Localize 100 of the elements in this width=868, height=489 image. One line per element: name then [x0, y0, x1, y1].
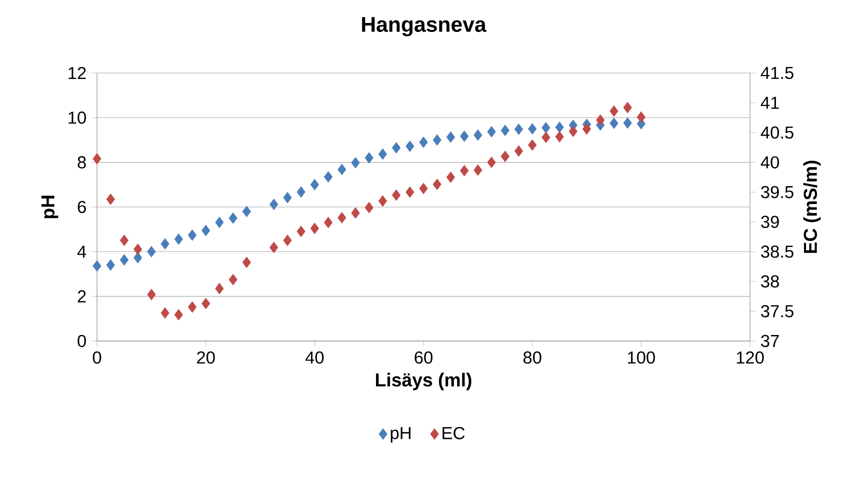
point	[528, 139, 537, 151]
point	[174, 309, 183, 320]
point	[474, 164, 482, 176]
y-tick-label: 12	[68, 66, 86, 80]
legend-label: pH	[390, 427, 410, 443]
point	[474, 129, 482, 141]
point	[283, 234, 292, 246]
point	[270, 198, 278, 210]
point	[228, 274, 238, 286]
point	[242, 256, 251, 268]
point	[188, 230, 197, 241]
point	[460, 165, 469, 176]
point	[351, 207, 360, 219]
point	[324, 171, 333, 182]
point	[446, 172, 455, 183]
point	[296, 186, 306, 198]
point	[392, 142, 401, 154]
point	[432, 134, 442, 146]
point	[147, 246, 156, 258]
legend-label: EC	[442, 426, 465, 440]
point	[338, 212, 346, 224]
point	[500, 150, 510, 162]
y2-tick-label: 37.5	[761, 305, 794, 318]
chart-title: Hangasneva	[362, 17, 486, 36]
x-tick-label: 20	[197, 351, 215, 364]
y2-tick-label: 41	[760, 96, 779, 109]
y-tick-label: 0	[78, 334, 86, 348]
y2-tick-label: 38.5	[761, 246, 794, 258]
point	[378, 148, 387, 160]
point	[378, 195, 387, 207]
point	[460, 130, 469, 142]
point	[432, 178, 442, 190]
point	[406, 186, 414, 198]
x-tick-label: 100	[628, 351, 655, 364]
point	[623, 102, 632, 114]
point	[419, 182, 428, 194]
y2-tick-label: 39.5	[761, 186, 794, 198]
x-tick-label: 120	[736, 351, 764, 364]
point	[324, 216, 333, 228]
point	[92, 153, 102, 164]
y-tick-label: 4	[77, 246, 86, 258]
point	[406, 140, 414, 152]
y2-tick-label: 40.5	[760, 126, 794, 139]
point	[106, 259, 115, 271]
point	[106, 194, 115, 205]
point	[419, 136, 428, 148]
point	[310, 179, 319, 190]
point	[120, 234, 128, 246]
point	[364, 202, 374, 214]
point	[160, 238, 170, 250]
point	[174, 234, 183, 245]
y2-tick-label: 41.5	[760, 66, 794, 80]
y2-tick-label: 37	[761, 334, 779, 348]
point	[555, 122, 564, 133]
point	[215, 216, 224, 228]
point	[202, 224, 210, 236]
y-tick-label: 2	[78, 290, 86, 302]
point	[487, 126, 496, 138]
x-tick-label: 0	[92, 351, 102, 364]
point	[514, 145, 523, 157]
y-tick-label: 10	[68, 112, 86, 124]
point	[242, 206, 251, 218]
point	[351, 157, 360, 168]
x-axis-title: Lisäys (ml)	[376, 372, 472, 390]
point	[202, 298, 210, 310]
point	[487, 156, 496, 168]
point	[147, 288, 156, 300]
y-axis-title: pH	[41, 196, 58, 218]
point	[270, 242, 278, 254]
point	[542, 122, 550, 134]
y2-tick-label: 38	[761, 275, 779, 288]
point	[623, 117, 632, 129]
x-tick-label: 80	[523, 351, 542, 364]
point	[596, 114, 605, 126]
point	[215, 282, 224, 294]
point	[296, 226, 306, 238]
y2-tick-label: 40	[760, 156, 780, 168]
point	[500, 124, 510, 136]
point	[310, 222, 319, 234]
point	[120, 254, 128, 266]
y-tick-label: 8	[78, 156, 86, 168]
point	[160, 307, 170, 319]
point	[555, 131, 564, 142]
point	[610, 106, 618, 117]
point	[283, 192, 292, 204]
point	[528, 123, 537, 134]
point	[188, 301, 197, 313]
x-tick-label: 40	[305, 351, 324, 364]
point	[228, 212, 238, 224]
x-tick-label: 60	[414, 351, 432, 364]
point	[92, 260, 102, 272]
point	[134, 252, 142, 264]
point	[636, 111, 646, 123]
point	[568, 126, 578, 137]
y-tick-label: 6	[78, 200, 86, 214]
y2-axis-title: EC (mS/m)	[803, 160, 821, 253]
point	[542, 132, 550, 143]
point	[582, 123, 592, 135]
point	[446, 131, 455, 143]
point	[134, 244, 142, 255]
